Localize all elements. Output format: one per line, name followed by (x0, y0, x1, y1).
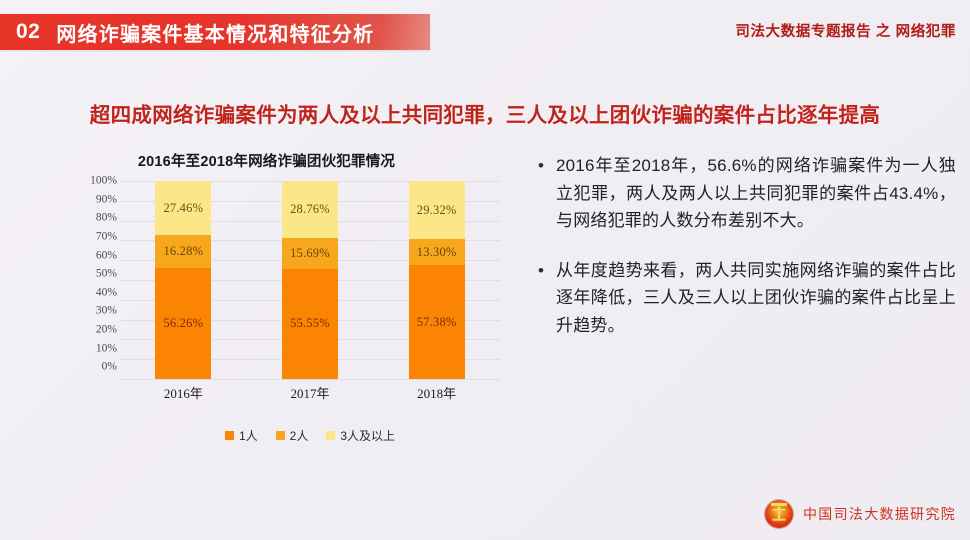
bar-segment[interactable]: 27.46% (155, 181, 212, 236)
x-axis-tick: 2017年 (290, 386, 330, 401)
y-axis-tick: 80% (95, 211, 117, 224)
bar-value-label: 29.32% (416, 202, 457, 217)
stacked-bar[interactable]: 29.32% 13.30% 57.38% (408, 181, 465, 379)
stacked-bar-chart: 2016年至2018年网络诈骗团伙犯罪情况 100% 90% 80% 70% 60% 50… (0, 150, 525, 480)
bullet-marker: • (538, 156, 544, 175)
y-axis-tick: 90% (95, 192, 117, 205)
bar-value-label: 56.26% (163, 315, 204, 330)
legend-item[interactable]: 2人 (275, 427, 309, 444)
footer: 中国司法大数据研究院 (765, 500, 956, 528)
y-axis-tick: 50% (95, 267, 117, 280)
legend-item[interactable]: 1人 (224, 427, 258, 444)
bar-group: 27.46% 16.28% 56.26% 28.76% 15.69% 55.55% 29.3… (120, 181, 500, 379)
section-number: 02 (16, 20, 41, 43)
bar-value-label: 16.28% (163, 243, 204, 258)
bullet-text: 2016年至2018年，56.6%的网络诈骗案件为一人独立犯罪，两人及两人以上共… (556, 156, 956, 231)
bar-segment[interactable]: 15.69% (281, 237, 338, 269)
bullet-item: • 2016年至2018年，56.6%的网络诈骗案件为一人独立犯罪，两人及两人以上… (538, 152, 956, 235)
page-title: 超四成网络诈骗案件为两人及以上共同犯罪，三人及以上团伙诈骗的案件占比逐年提高 (89, 104, 881, 127)
bar-value-label: 27.46% (163, 200, 204, 215)
y-axis-tick: 20% (95, 323, 117, 336)
legend-label: 1人 (238, 429, 258, 443)
bullet-item: • 从年度趋势来看，两人共同实施网络诈骗的案件占比逐年降低，三人及三人以上团伙诈骗… (538, 257, 956, 340)
y-axis-tick: 0% (101, 360, 117, 373)
y-axis: 100% 90% 80% 70% 60% 50% 40% 30% 20% 10% 0% (55, 175, 117, 379)
bar-segment[interactable]: 28.76% (281, 181, 338, 238)
bar-value-label: 28.76% (290, 201, 330, 216)
bar-segment[interactable]: 56.26% (155, 267, 212, 379)
x-axis-tick: 2016年 (163, 386, 203, 401)
bullet-text: 从年度趋势来看，两人共同实施网络诈骗的案件占比逐年降低，三人及三人以上团伙诈骗的… (556, 260, 956, 335)
bar-segment[interactable]: 57.38% (408, 265, 465, 379)
y-axis-tick: 30% (95, 304, 117, 317)
legend-swatch (326, 431, 336, 440)
bar-value-label: 15.69% (290, 245, 330, 260)
bar-value-label: 57.38% (416, 314, 457, 329)
analysis-notes: • 2016年至2018年，56.6%的网络诈骗案件为一人独立犯罪，两人及两人以上… (538, 152, 956, 361)
section-banner: 02 网络诈骗案件基本情况和特征分析 (0, 14, 430, 50)
x-axis-tick: 2018年 (417, 386, 457, 401)
bar-segment[interactable]: 13.30% (408, 239, 465, 266)
bar-segment[interactable]: 29.32% (408, 181, 465, 240)
national-emblem-icon (765, 500, 793, 528)
y-axis-tick: 100% (90, 174, 117, 187)
organization-name: 中国司法大数据研究院 (803, 506, 956, 522)
stacked-bar[interactable]: 28.76% 15.69% 55.55% (281, 181, 338, 379)
x-axis: 2016年 2017年 2018年 (120, 383, 500, 402)
stacked-bar[interactable]: 27.46% 16.28% 56.26% (155, 181, 212, 379)
gridline (120, 379, 500, 380)
chart-legend: 1人 2人 3人及以上 (120, 427, 500, 444)
legend-label: 2人 (289, 429, 309, 443)
bullet-marker: • (538, 260, 544, 280)
chart-plot-row: 100% 90% 80% 70% 60% 50% 40% 30% 20% 10% 0% 27.46%… (0, 175, 525, 443)
section-title: 网络诈骗案件基本情况和特征分析 (56, 23, 375, 46)
y-axis-tick: 10% (95, 342, 117, 355)
y-axis-tick: 60% (95, 248, 117, 261)
bar-segment[interactable]: 16.28% (155, 235, 212, 268)
report-series-tag: 司法大数据专题报告 之 网络犯罪 (735, 24, 956, 40)
legend-swatch (275, 431, 285, 440)
plot-area: 27.46% 16.28% 56.26% 28.76% 15.69% 55.55% 29.3… (120, 181, 500, 380)
legend-swatch (224, 431, 234, 440)
bar-value-label: 55.55% (290, 316, 330, 331)
bar-value-label: 13.30% (416, 244, 457, 259)
y-axis-tick: 70% (95, 230, 117, 243)
legend-label: 3人及以上 (340, 429, 396, 443)
legend-item[interactable]: 3人及以上 (326, 427, 395, 444)
bar-segment[interactable]: 55.55% (281, 269, 338, 379)
chart-title: 2016年至2018年网络诈骗团伙犯罪情况 (137, 154, 396, 170)
y-axis-tick: 40% (95, 286, 117, 299)
